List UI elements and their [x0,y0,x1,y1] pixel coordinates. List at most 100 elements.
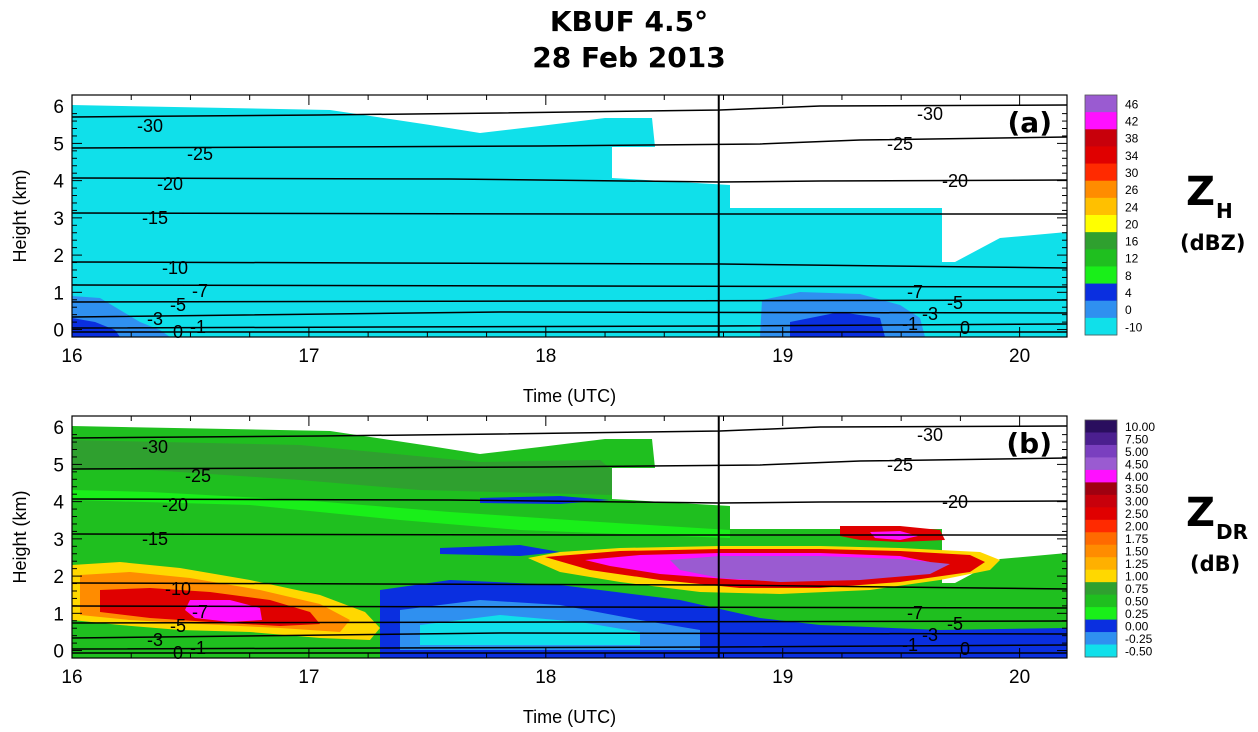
y-tick-label: 6 [53,97,64,118]
y-axis-label: Height (km) [10,169,30,262]
colorbar-label: 46 [1125,97,1139,111]
colorbar-segment [1085,163,1117,182]
colorbar-label: 0.25 [1125,607,1149,621]
y-tick-label: 3 [53,530,64,551]
colorbar-label: 4 [1125,286,1132,300]
isotherm-label: -7 [192,281,208,301]
colorbar-segment [1085,619,1117,633]
y-tick-label: 2 [53,246,64,267]
isotherm-label: -25 [887,455,913,475]
x-tick-label: 17 [298,667,319,688]
isotherm-line [72,299,1067,303]
quantity-unit: (dBZ) [1180,231,1245,255]
isotherm-label: -30 [137,116,163,136]
panel-b-zdr: -30-25-20-15-10-7-5-3 -10-30-25-20-7-5-3-… [72,425,1067,663]
colorbar-zdr: 10.007.505.004.504.003.503.002.502.001.7… [1084,419,1155,658]
colorbar-segment [1085,444,1117,458]
colorbar-label: 38 [1125,132,1139,146]
echo-4-region-right [790,312,885,337]
echo-minus10-region [72,105,1067,337]
panel-a-axes: 16 17 18 19 20 0 1 2 3 4 5 6 Time (UTC) Height (km) [10,94,1068,406]
quantity-subscript: H [1216,199,1233,223]
isotherm-label: -25 [887,134,913,154]
colorbar-label: 1.25 [1125,557,1149,571]
isotherm-line [72,261,1067,269]
isotherm-label: -7 [907,603,923,623]
zdr-purple-lobe-right [670,556,950,582]
colorbar-frame [1084,94,1118,336]
y-tick-label: 0 [53,642,64,663]
isotherm-line [72,104,1067,118]
colorbar-segment [1085,632,1117,646]
colorbar-segment [1085,283,1117,302]
panel-a-zh: -30-25-20-15-10-7-5-3 -10-30-25-20-7-5-3-… [72,104,1067,342]
isotherm-label: -3 [147,309,163,329]
colorbar-segment [1085,180,1117,199]
isotherm-label: -10 [165,579,191,599]
quantity-subscript: DR [1216,520,1248,544]
isotherm-line [72,533,1067,536]
panel-b-axes: 16 17 18 19 20 0 1 2 3 4 5 6 Time (UTC) Height (km) [10,415,1068,727]
colorbar-segment [1085,420,1117,433]
isotherm-label: 0 [173,643,183,663]
colorbar-label: 7.50 [1125,432,1149,446]
isotherm-line [72,311,1067,318]
isotherm-label: -15 [142,529,168,549]
isotherm-label: 0 [173,322,183,342]
quantity-label-zh: Z H (dBZ) [1180,169,1245,255]
colorbar-segment [1085,544,1117,558]
panel-b-isotherms [72,425,1067,654]
colorbar-label: 10.00 [1125,420,1155,434]
isotherm-label: -1 [190,317,206,337]
colorbar-segment [1085,249,1117,267]
colorbar-label: 2.50 [1125,507,1149,521]
colorbar-label: 16 [1125,235,1139,249]
colorbar-segment [1085,197,1117,216]
isotherm-label: -3 [922,304,938,324]
colorbar-segment [1085,432,1117,446]
isotherm-label: -7 [907,282,923,302]
colorbar-label: 0.75 [1125,582,1149,596]
colorbar-segment [1085,569,1117,583]
colorbar-label: 2.00 [1125,520,1149,534]
isotherm-label: -10 [162,258,188,278]
colorbar-label: -0.50 [1125,644,1153,658]
colorbar-segment [1085,507,1117,521]
isotherm-label: -5 [170,295,186,315]
colorbar-label: 0.00 [1125,619,1149,633]
y-tick-label: 6 [53,418,64,439]
colorbar-segment [1085,582,1117,596]
colorbar-label: 30 [1125,166,1139,180]
x-tick-label: 20 [1009,667,1030,688]
isotherm-line [72,136,1067,149]
isotherm-line [72,582,1067,590]
zdr-lightgreen-band [72,490,730,538]
title-line-station: KBUF 4.5° [549,5,709,38]
colorbar-segment [1085,215,1117,233]
isotherm-line [72,323,1067,329]
x-tick-label: 18 [535,346,556,367]
isotherm-line [72,212,1067,215]
panel-a-isotherm-labels: -30-25-20-15-10-7-5-3 -10-30-25-20-7-5-3-… [137,104,970,342]
isotherm-label: -1 [190,638,206,658]
figure-title: KBUF 4.5° 28 Feb 2013 [0,4,1258,76]
isotherm-label: -30 [917,104,943,124]
quantity-symbol: Z [1186,490,1215,536]
colorbar-segment [1085,457,1117,471]
isotherm-label: -20 [157,174,183,194]
colorbar-label: 26 [1125,183,1139,197]
isotherm-line [72,177,1067,183]
plot-frame [71,415,1068,659]
panel-a-tag: (a) [1008,106,1053,139]
quantity-symbol: Z [1186,169,1215,215]
x-tick-label: 20 [1009,346,1030,367]
isotherm-label: -7 [192,602,208,622]
y-tick-label: 5 [53,455,64,476]
y-tick-label: 2 [53,567,64,588]
colorbar-label: 42 [1125,115,1139,129]
isotherm-line [72,498,1067,504]
colorbar-segment [1085,494,1117,508]
colorbar-segment [1085,232,1117,250]
isotherm-label: -15 [142,208,168,228]
